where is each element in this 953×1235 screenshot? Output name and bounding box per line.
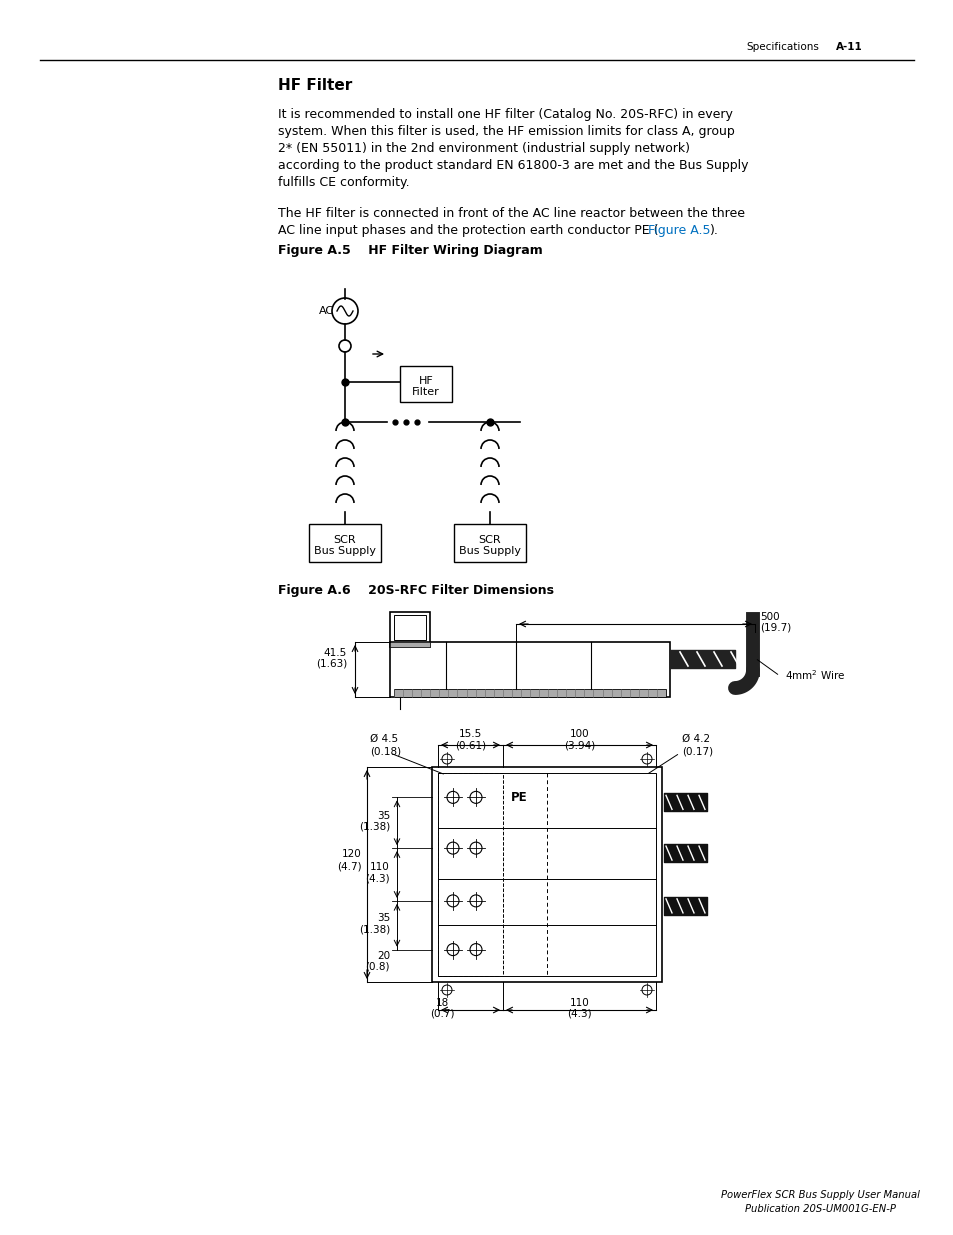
Text: Ø 4.2: Ø 4.2 <box>681 734 709 743</box>
Text: 20: 20 <box>376 951 390 961</box>
Text: Bus Supply: Bus Supply <box>458 546 520 556</box>
Text: (0.17): (0.17) <box>681 746 713 756</box>
Text: Figure A.5: Figure A.5 <box>647 224 710 237</box>
Text: according to the product standard EN 61800-3 are met and the Bus Supply: according to the product standard EN 618… <box>277 159 748 172</box>
Text: fulfills CE conformity.: fulfills CE conformity. <box>277 177 409 189</box>
Text: HF Filter: HF Filter <box>277 78 352 93</box>
Bar <box>390 642 430 647</box>
Bar <box>309 524 380 562</box>
Text: It is recommended to install one HF filter (Catalog No. 20S-RFC) in every: It is recommended to install one HF filt… <box>277 107 732 121</box>
Text: 18: 18 <box>435 998 448 1008</box>
Text: PE: PE <box>511 790 527 804</box>
Text: AC line input phases and the protection earth conductor PE (: AC line input phases and the protection … <box>277 224 658 237</box>
Text: Filter: Filter <box>412 387 439 396</box>
Text: Specifications: Specifications <box>745 42 818 52</box>
Bar <box>432 767 661 982</box>
Text: (4.7): (4.7) <box>337 861 361 872</box>
Text: (0.8): (0.8) <box>365 962 390 972</box>
Text: Figure A.6    20S-RFC Filter Dimensions: Figure A.6 20S-RFC Filter Dimensions <box>277 584 554 597</box>
Text: Ø 4.5: Ø 4.5 <box>370 734 397 743</box>
Text: 100: 100 <box>569 729 589 739</box>
Bar <box>454 524 525 562</box>
Text: (0.61): (0.61) <box>455 741 485 751</box>
Text: 110: 110 <box>370 862 390 872</box>
Text: PowerFlex SCR Bus Supply User Manual: PowerFlex SCR Bus Supply User Manual <box>720 1191 919 1200</box>
Text: Figure A.5    HF Filter Wiring Diagram: Figure A.5 HF Filter Wiring Diagram <box>277 245 542 257</box>
Text: (1.38): (1.38) <box>358 924 390 934</box>
Text: Publication 20S-UM001G-EN-P: Publication 20S-UM001G-EN-P <box>743 1204 895 1214</box>
Bar <box>390 642 669 697</box>
Text: 35: 35 <box>376 913 390 924</box>
Text: (0.18): (0.18) <box>370 746 400 756</box>
Text: 500: 500 <box>760 613 779 622</box>
Text: 35: 35 <box>376 810 390 821</box>
Text: 41.5: 41.5 <box>323 648 347 658</box>
Text: HF: HF <box>418 375 433 387</box>
Text: 15.5: 15.5 <box>458 729 481 739</box>
Text: 110: 110 <box>569 998 589 1008</box>
Text: The HF filter is connected in front of the AC line reactor between the three: The HF filter is connected in front of t… <box>277 207 744 220</box>
Bar <box>390 613 430 647</box>
Text: Bus Supply: Bus Supply <box>314 546 375 556</box>
Text: SCR: SCR <box>478 535 500 545</box>
Text: 2* (EN 55011) in the 2nd environment (industrial supply network): 2* (EN 55011) in the 2nd environment (in… <box>277 142 689 156</box>
Bar <box>437 773 656 976</box>
Text: system. When this filter is used, the HF emission limits for class A, group: system. When this filter is used, the HF… <box>277 125 734 138</box>
Text: (4.3): (4.3) <box>567 1009 591 1019</box>
Text: ).: ). <box>709 224 719 237</box>
Text: AC: AC <box>318 306 334 316</box>
Text: (0.7): (0.7) <box>429 1009 454 1019</box>
Text: 120: 120 <box>342 850 361 860</box>
Bar <box>394 615 426 640</box>
Bar <box>394 689 665 697</box>
Text: A-11: A-11 <box>835 42 862 52</box>
Text: 4mm$^2$ Wire: 4mm$^2$ Wire <box>784 668 844 682</box>
Text: (19.7): (19.7) <box>760 622 790 634</box>
Text: (3.94): (3.94) <box>563 741 595 751</box>
Bar <box>437 773 502 976</box>
Text: (4.3): (4.3) <box>365 873 390 883</box>
Text: SCR: SCR <box>334 535 355 545</box>
Text: (1.38): (1.38) <box>358 821 390 831</box>
Bar <box>399 366 452 403</box>
Text: (1.63): (1.63) <box>315 659 347 669</box>
